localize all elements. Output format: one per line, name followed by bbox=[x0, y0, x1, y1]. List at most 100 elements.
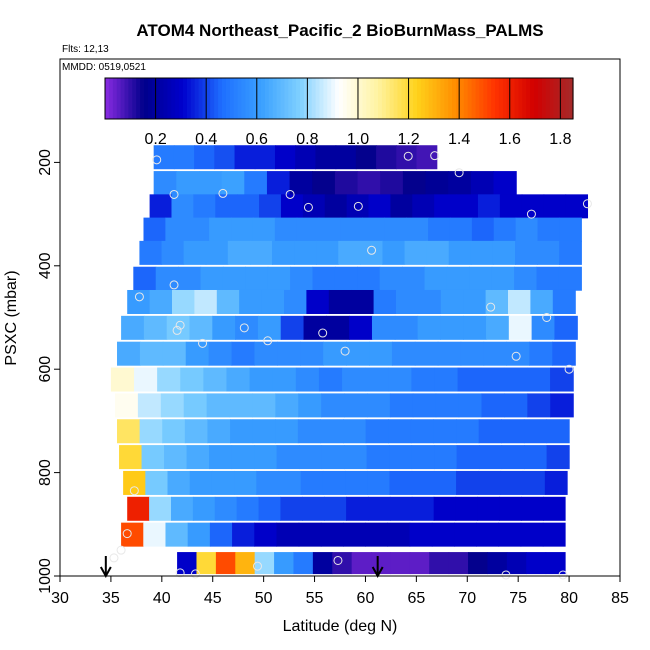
heatmap-cell bbox=[545, 552, 566, 575]
colorbar-tick-label: 0.8 bbox=[296, 131, 318, 148]
colorbar-segment bbox=[366, 78, 371, 119]
data-point bbox=[558, 570, 568, 580]
heatmap-cell bbox=[249, 367, 274, 392]
colorbar-segment bbox=[518, 78, 523, 119]
colorbar-segment bbox=[296, 78, 301, 119]
data-point bbox=[253, 561, 263, 571]
colorbar-segment bbox=[315, 78, 321, 119]
heatmap-cell bbox=[434, 194, 457, 219]
heatmap-cell bbox=[506, 552, 527, 575]
heatmap-cell bbox=[141, 445, 165, 470]
heatmap-cell bbox=[433, 496, 457, 521]
heatmap-cell bbox=[312, 171, 336, 196]
heatmap-cell bbox=[209, 217, 232, 242]
heatmap-cell bbox=[463, 315, 487, 340]
heatmap-cell bbox=[334, 171, 359, 196]
heatmap-cell bbox=[316, 240, 339, 265]
colorbar-segment bbox=[147, 78, 153, 119]
heatmap-cell bbox=[117, 419, 141, 444]
heatmap-cell bbox=[387, 522, 411, 547]
colorbar-segment bbox=[487, 78, 492, 119]
heatmap-cell bbox=[351, 552, 372, 575]
heatmap-cell bbox=[429, 552, 450, 575]
data-point bbox=[122, 529, 132, 539]
colorbar-tick-label: 1.2 bbox=[397, 131, 419, 148]
heatmap-cell bbox=[485, 289, 509, 314]
heatmap-cell bbox=[290, 266, 314, 291]
heatmap-cell bbox=[454, 522, 477, 547]
colorbar-segment bbox=[467, 78, 473, 119]
heatmap-cell bbox=[272, 367, 297, 392]
colorbar-segment bbox=[475, 78, 480, 119]
heatmap-cell bbox=[411, 445, 435, 470]
data-point bbox=[116, 545, 126, 555]
colorbar-segment bbox=[288, 78, 293, 119]
colorbar-segment bbox=[448, 78, 453, 119]
heatmap-cell bbox=[362, 217, 385, 242]
heatmap-cell bbox=[155, 266, 179, 291]
heatmap-cell bbox=[143, 217, 166, 242]
heatmap-cell bbox=[536, 266, 560, 291]
heatmap-cell bbox=[332, 552, 353, 575]
colorbar-segment bbox=[557, 78, 562, 119]
colorbar-segment bbox=[432, 78, 438, 119]
colorbar-segment bbox=[541, 78, 547, 119]
heatmap-cell bbox=[209, 522, 233, 547]
colorbar-segment bbox=[502, 78, 508, 119]
heatmap-cell bbox=[431, 522, 455, 547]
heatmap-cell bbox=[550, 393, 574, 418]
colorbar-segment bbox=[545, 78, 551, 119]
heatmap-cell bbox=[531, 315, 556, 340]
heatmap-cell bbox=[366, 393, 391, 418]
heatmap-cell bbox=[214, 496, 238, 521]
heatmap-cell bbox=[523, 419, 548, 444]
heatmap-cell bbox=[211, 470, 235, 495]
heatmap-cell bbox=[274, 217, 298, 242]
heatmap-cell bbox=[261, 289, 285, 314]
heatmap-cell bbox=[433, 470, 457, 495]
heatmap-cell bbox=[289, 171, 313, 196]
heatmap-cell bbox=[434, 445, 458, 470]
heatmap-cell bbox=[267, 266, 291, 291]
heatmap-cell bbox=[334, 266, 358, 291]
data-point bbox=[501, 570, 511, 580]
colorbar-segment bbox=[346, 78, 352, 119]
y-tick-label: 400 bbox=[37, 252, 54, 279]
heatmap-cell bbox=[234, 470, 257, 495]
heatmap-cell bbox=[500, 470, 524, 495]
colorbar-segment bbox=[276, 78, 282, 119]
heatmap-cell bbox=[335, 145, 357, 170]
heatmap-cell bbox=[315, 145, 337, 170]
heatmap-cell bbox=[249, 240, 273, 265]
colorbar-segment bbox=[159, 78, 165, 119]
heatmap-cell bbox=[324, 496, 347, 521]
heatmap-cell bbox=[366, 445, 390, 470]
heatmap-cell bbox=[149, 289, 173, 314]
heatmap-cell bbox=[165, 217, 188, 242]
data-point bbox=[333, 555, 343, 565]
colorbar-segment bbox=[358, 78, 363, 119]
heatmap-cell bbox=[134, 367, 158, 392]
heatmap-cell bbox=[320, 419, 344, 444]
heatmap-cell bbox=[552, 289, 576, 314]
colorbar-segment bbox=[229, 78, 235, 119]
colorbar-segment bbox=[120, 78, 126, 119]
heatmap-cell bbox=[324, 194, 348, 219]
data-point bbox=[218, 188, 228, 198]
heatmap-cell bbox=[349, 315, 373, 340]
heatmap-cell bbox=[396, 289, 419, 314]
colorbar-segment bbox=[370, 78, 375, 119]
heatmap-cell bbox=[235, 315, 259, 340]
heatmap-cell bbox=[161, 240, 185, 265]
colorbar-segment bbox=[409, 78, 414, 119]
colorbar-segment bbox=[413, 78, 418, 119]
data-point bbox=[285, 189, 295, 199]
heatmap-cell bbox=[258, 496, 282, 521]
heatmap-cell bbox=[391, 341, 416, 366]
heatmap-cell bbox=[554, 315, 578, 340]
heatmap-cell bbox=[187, 217, 210, 242]
heatmap-cell bbox=[449, 217, 473, 242]
heatmap-cell bbox=[524, 445, 548, 470]
heatmap-cell bbox=[486, 315, 510, 340]
heatmap-cell bbox=[226, 367, 251, 392]
